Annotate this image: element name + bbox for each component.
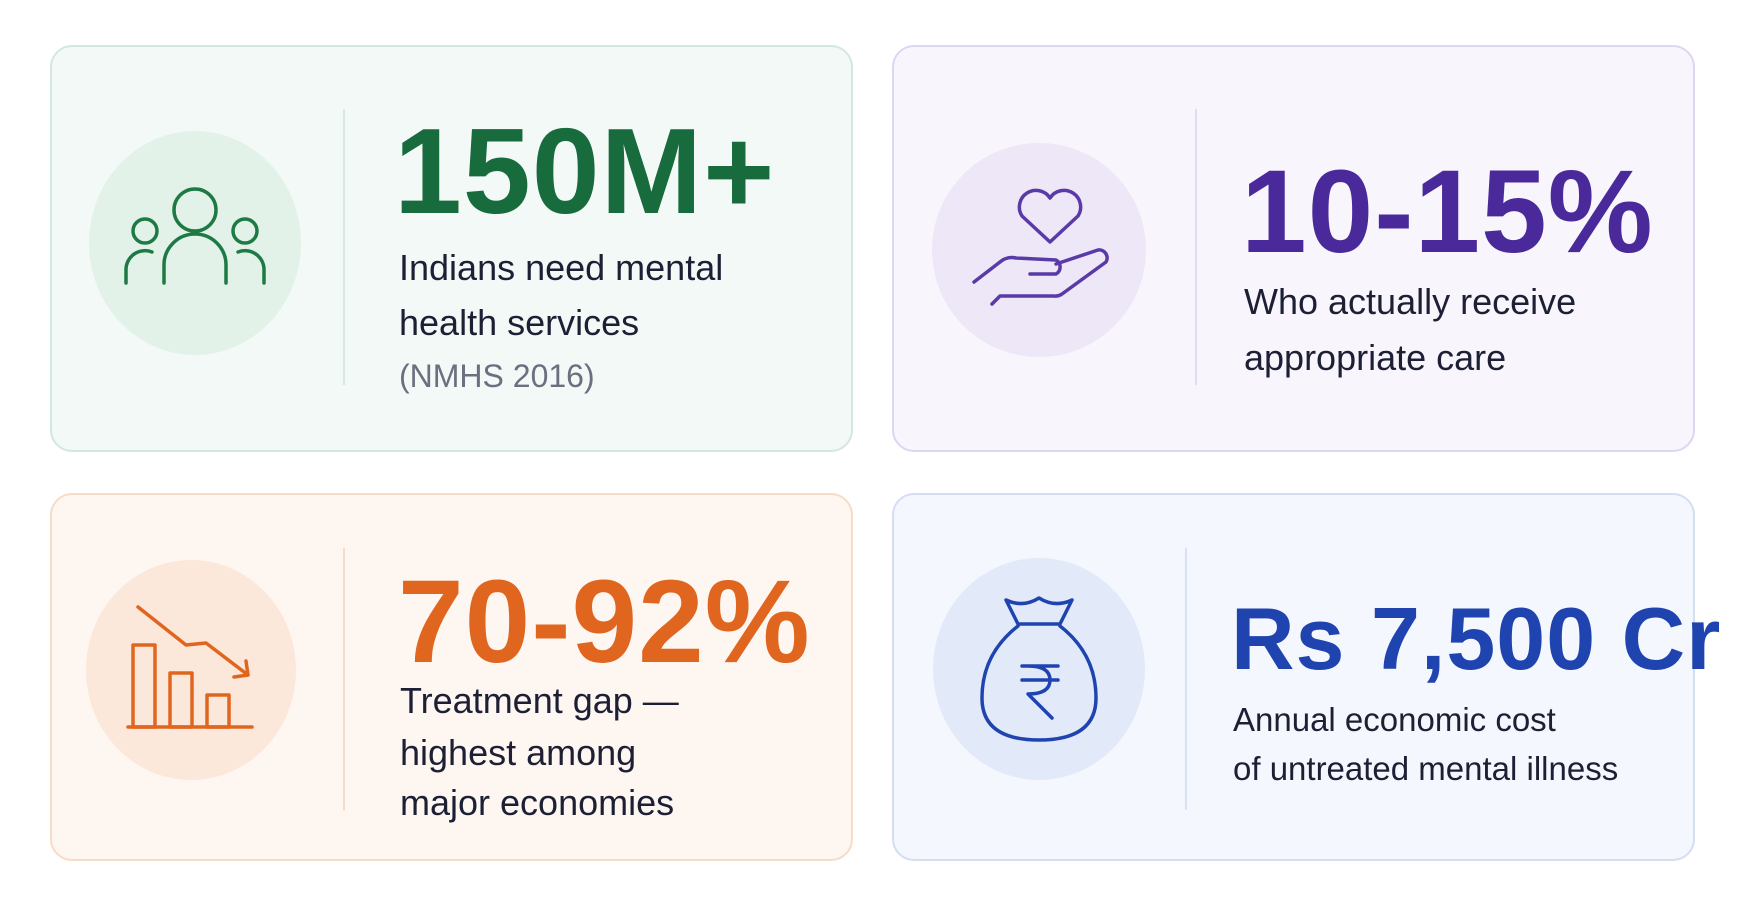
people-icon [124, 187, 266, 285]
stat-value: Rs 7,500 Cr [1231, 589, 1722, 688]
description: major economies [400, 782, 675, 823]
icon-circle [932, 143, 1146, 357]
divider [343, 109, 345, 385]
divider [1195, 109, 1197, 385]
icon-circle [89, 131, 301, 355]
divider [343, 548, 345, 810]
source-note: (NMHS 2016) [399, 358, 595, 394]
care-icon [972, 188, 1109, 306]
icon-circle [86, 560, 296, 780]
stat-value: 70-92% [398, 556, 811, 688]
description: health services [399, 302, 640, 343]
description: of untreated mental illness [1233, 750, 1619, 787]
stat-value: 10-15% [1241, 146, 1654, 278]
description: Indians need mental [399, 247, 724, 288]
description: Who actually receive [1244, 281, 1577, 322]
description: appropriate care [1244, 337, 1507, 378]
divider [1185, 548, 1187, 810]
money-bag-icon [980, 596, 1098, 742]
decline-icon [126, 605, 254, 729]
description: Treatment gap — [400, 680, 679, 721]
description: Annual economic cost [1233, 701, 1556, 738]
stat-value: 150M+ [394, 103, 776, 239]
description: highest among [400, 732, 637, 773]
